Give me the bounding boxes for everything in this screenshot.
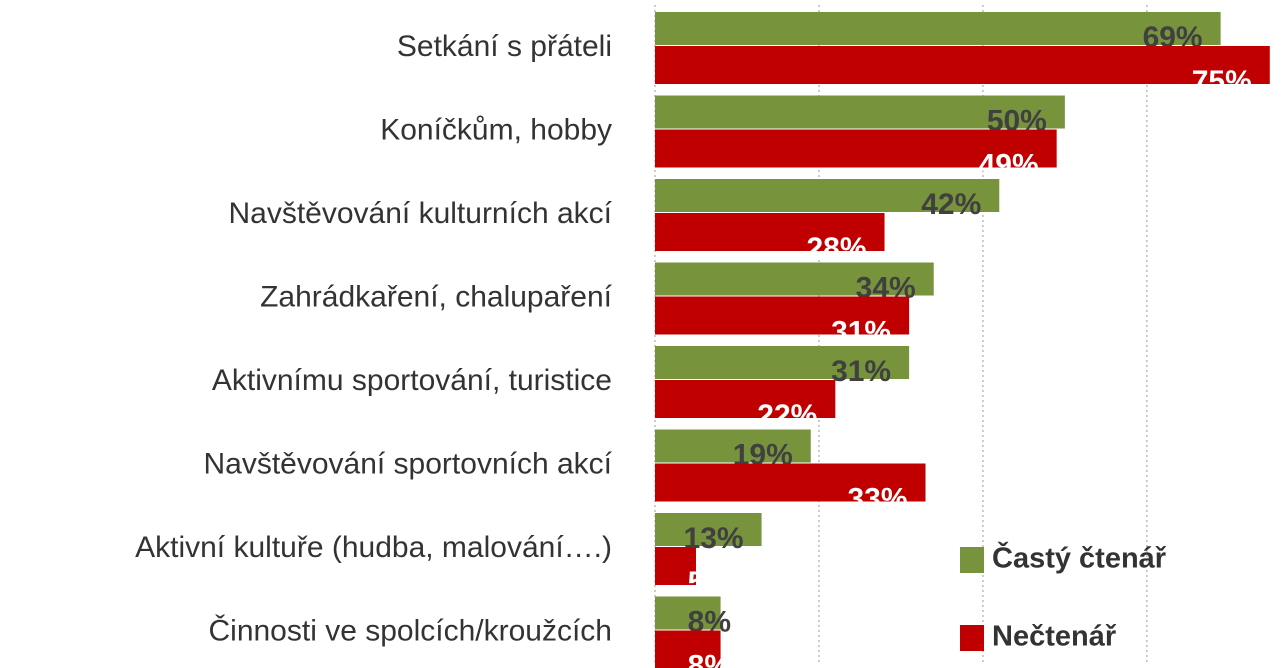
legend-label: Častý čtenář bbox=[992, 541, 1167, 575]
category-label: Navštěvování kulturních akcí bbox=[228, 197, 612, 230]
value-label: 33% bbox=[847, 482, 907, 515]
bar bbox=[655, 262, 934, 296]
value-label: 22% bbox=[757, 399, 817, 432]
value-label: 31% bbox=[831, 315, 891, 348]
bar bbox=[655, 463, 926, 502]
bar bbox=[655, 596, 721, 630]
category-label: Zahrádkaření, chalupaření bbox=[260, 280, 613, 313]
value-label: 75% bbox=[1192, 65, 1252, 98]
bar bbox=[655, 129, 1057, 168]
category-label: Koníčkům, hobby bbox=[380, 113, 612, 146]
bar bbox=[655, 95, 1065, 129]
category-label: Činnosti ve spolcích/kroužcích bbox=[208, 613, 612, 647]
value-label: 49% bbox=[979, 148, 1039, 181]
category-label: Navštěvování sportovních akcí bbox=[203, 447, 612, 480]
bar bbox=[655, 513, 762, 546]
bar bbox=[655, 179, 1000, 212]
value-label: 42% bbox=[921, 188, 981, 221]
category-label: Setkání s přáteli bbox=[397, 30, 612, 63]
bar bbox=[655, 630, 721, 668]
bar bbox=[655, 12, 1221, 45]
bar bbox=[655, 46, 1270, 84]
value-label: 5% bbox=[688, 566, 731, 599]
bar bbox=[655, 429, 811, 463]
legend-swatch bbox=[960, 625, 984, 651]
value-label: 31% bbox=[831, 355, 891, 388]
category-label: Aktivní kultuře (hudba, malování….) bbox=[135, 531, 612, 564]
bar bbox=[655, 547, 696, 585]
legend-label: Nečtenář bbox=[992, 621, 1117, 653]
legend-swatch bbox=[960, 547, 984, 573]
bar bbox=[655, 213, 885, 251]
bar bbox=[655, 296, 910, 335]
value-label: 28% bbox=[806, 232, 866, 265]
value-label: 8% bbox=[688, 649, 731, 668]
bar bbox=[655, 346, 910, 379]
bar bbox=[655, 380, 836, 418]
category-label: Aktivnímu sportování, turistice bbox=[212, 364, 612, 397]
